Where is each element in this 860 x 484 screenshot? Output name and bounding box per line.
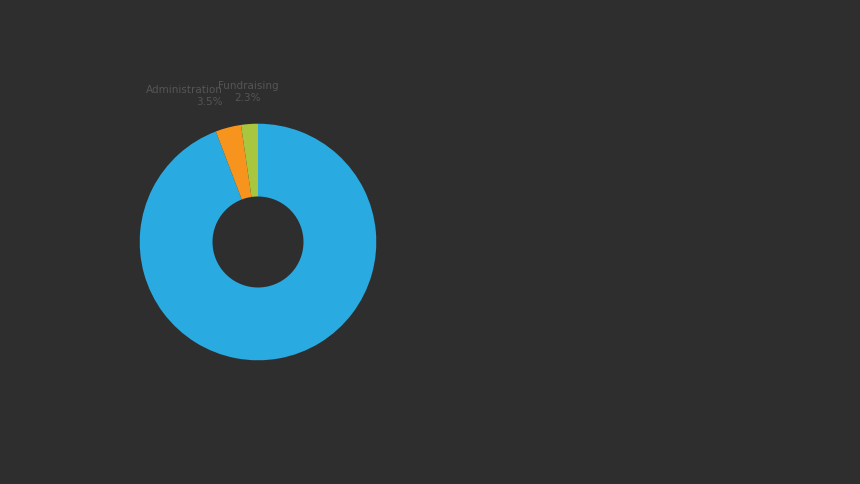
Wedge shape (241, 124, 258, 197)
Wedge shape (216, 125, 251, 199)
Wedge shape (139, 124, 377, 360)
Text: Fundraising
2.3%: Fundraising 2.3% (218, 81, 279, 103)
Text: Administration
3.5%: Administration 3.5% (146, 85, 223, 107)
